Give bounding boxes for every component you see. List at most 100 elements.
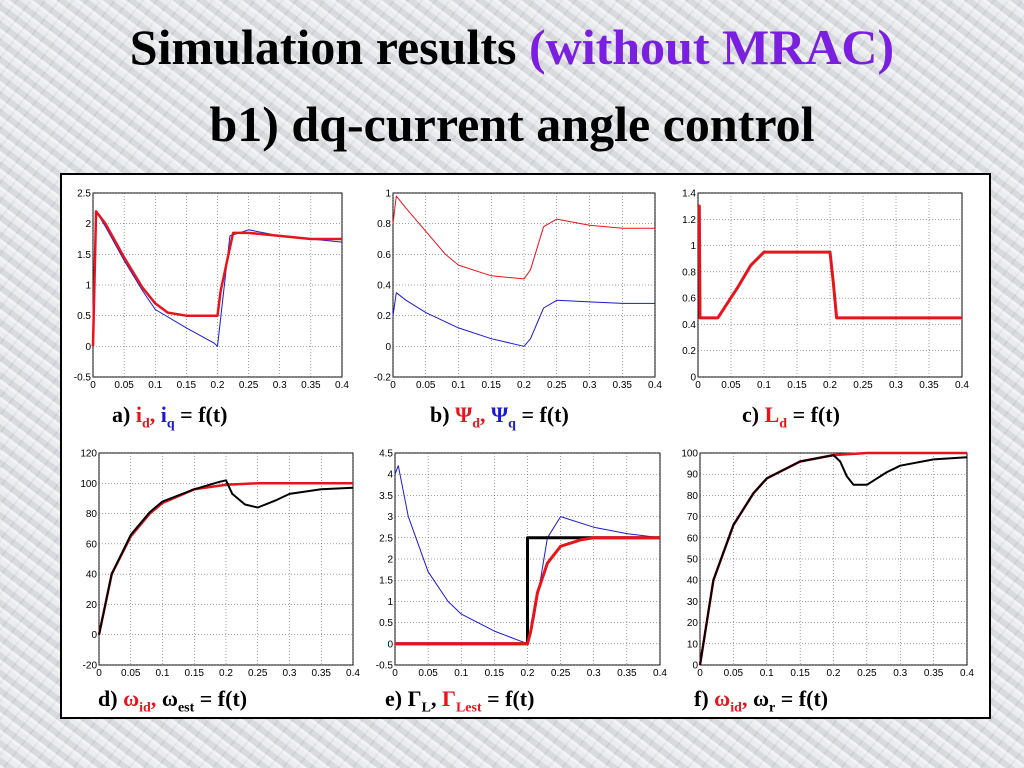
y-tick-label: 0.8 — [377, 219, 391, 230]
x-tick-label: 0.35 — [312, 668, 332, 679]
caption-a: a) id, iq = f(t) — [112, 402, 228, 432]
caption-d: d) ωid, ωest = f(t) — [98, 686, 248, 716]
x-tick-label: 0.35 — [924, 668, 944, 679]
x-tick-label: 0.1 — [454, 668, 468, 679]
y-tick-label: 0.4 — [682, 320, 696, 331]
x-tick-label: 0.2 — [521, 668, 535, 679]
caption-b: b) Ψd, Ψq = f(t) — [430, 402, 569, 432]
y-tick-label: 70 — [687, 512, 699, 523]
series-line-blue — [392, 292, 655, 347]
y-tick-label: 0.6 — [377, 250, 391, 261]
y-tick-label: 2 — [85, 219, 91, 230]
chart-ld: 0 0.05 0.1 0.15 0.2 0.25 0.3 0.35 0.4 0 0.2 0.4 0.6 0… — [682, 189, 969, 392]
title-highlight: (without MRAC) — [528, 19, 895, 75]
x-tick-label: 0.4 — [960, 668, 974, 679]
x-tick-label: 0.3 — [283, 668, 297, 679]
x-tick-label: 0.3 — [273, 380, 287, 391]
x-tick-label: 0.1 — [760, 668, 774, 679]
chart-id-iq: 0 0.05 0.1 0.15 0.2 0.25 0.3 0.35 0.4-0.500.511.… — [74, 189, 350, 392]
y-tick-label: 0.2 — [377, 311, 391, 322]
x-tick-label: 0.25 — [551, 668, 571, 679]
y-tick-label: 2.5 — [379, 533, 393, 544]
x-tick-label: 0.05 — [121, 668, 141, 679]
chart-gamma-l-gamma-lest: 0 0.05 0.1 0.15 0.2 0.25 0.3 0.35 0.4-0.500.511.… — [376, 449, 668, 680]
x-tick-label: 0.4 — [648, 380, 662, 391]
y-tick-label: 0 — [385, 342, 391, 353]
x-tick-label: 0.4 — [346, 668, 360, 679]
y-tick-label: 2.5 — [77, 189, 91, 200]
x-tick-label: 0.05 — [721, 380, 741, 391]
y-tick-label: 0.6 — [682, 294, 696, 305]
x-tick-label: 0.4 — [955, 380, 969, 391]
y-tick-label: 1 — [85, 281, 91, 292]
series-line-black — [699, 454, 968, 666]
x-tick-label: 0 — [390, 380, 396, 391]
y-tick-label: 20 — [687, 618, 699, 629]
x-tick-label: 0.1 — [148, 380, 162, 391]
series-line-black — [98, 479, 354, 635]
y-tick-label: 0.2 — [682, 346, 696, 357]
x-tick-label: 0.2 — [219, 668, 233, 679]
x-tick-label: 0.1 — [757, 380, 771, 391]
x-tick-label: 0.2 — [211, 380, 225, 391]
x-tick-label: 0.2 — [827, 668, 841, 679]
y-tick-label: 2 — [387, 555, 393, 566]
series-line-blue — [394, 465, 661, 645]
x-tick-label: 0.4 — [653, 668, 667, 679]
y-tick-label: 40 — [687, 576, 699, 587]
y-tick-label: -0.5 — [376, 661, 394, 672]
y-tick-label: 0.5 — [77, 311, 91, 322]
x-tick-label: 0.2 — [517, 380, 531, 391]
y-tick-label: 0 — [85, 342, 91, 353]
series-line-red — [392, 195, 655, 280]
y-tick-label: 100 — [681, 449, 698, 460]
x-tick-label: 0.1 — [156, 668, 170, 679]
x-tick-label: 0.3 — [889, 380, 903, 391]
caption-c: c) Ld = f(t) — [742, 402, 840, 432]
y-tick-label: -0.2 — [374, 373, 392, 384]
y-tick-label: 3 — [387, 512, 393, 523]
caption-e: e) ΓL, ΓLest = f(t) — [385, 686, 535, 716]
y-tick-label: 60 — [86, 539, 98, 550]
y-tick-label: 0.5 — [379, 618, 393, 629]
x-tick-label: 0.2 — [823, 380, 837, 391]
x-tick-label: 0.3 — [893, 668, 907, 679]
x-tick-label: 0 — [697, 668, 703, 679]
y-tick-label: 90 — [687, 470, 699, 481]
x-tick-label: 0.15 — [485, 668, 505, 679]
y-tick-label: 0 — [692, 661, 698, 672]
slide-title-line2: b1) dq-current angle control — [209, 96, 815, 152]
y-tick-label: 0 — [690, 373, 696, 384]
y-tick-label: 4 — [387, 470, 393, 481]
y-tick-label: 1.5 — [379, 576, 393, 587]
y-tick-label: 10 — [687, 639, 699, 650]
x-tick-label: 0.05 — [114, 380, 134, 391]
y-tick-label: 1.2 — [682, 215, 696, 226]
y-tick-label: 3.5 — [379, 491, 393, 502]
x-tick-label: 0.1 — [452, 380, 466, 391]
y-tick-label: 1.5 — [77, 250, 91, 261]
x-tick-label: 0 — [90, 380, 96, 391]
y-tick-label: 60 — [687, 533, 699, 544]
y-tick-label: 4.5 — [379, 449, 393, 460]
x-tick-label: 0.05 — [416, 380, 436, 391]
y-tick-label: 50 — [687, 555, 699, 566]
y-tick-label: -20 — [83, 661, 98, 672]
x-tick-label: 0.05 — [418, 668, 438, 679]
x-tick-label: 0 — [695, 380, 701, 391]
y-tick-label: 80 — [687, 491, 699, 502]
chart-omega-id-omega-r: 0 0.05 0.1 0.15 0.2 0.25 0.3 0.35 0.4 0 10 20 30 40 50… — [681, 449, 974, 680]
y-tick-label: -0.5 — [74, 373, 92, 384]
y-tick-label: 0.8 — [682, 267, 696, 278]
series-line-red — [697, 204, 962, 320]
x-tick-label: 0.3 — [587, 668, 601, 679]
x-tick-label: 0.15 — [787, 380, 807, 391]
y-tick-label: 1 — [690, 241, 696, 252]
x-tick-label: 0.25 — [853, 380, 873, 391]
x-tick-label: 0.15 — [482, 380, 502, 391]
y-tick-label: 20 — [86, 600, 98, 611]
x-tick-label: 0.25 — [248, 668, 268, 679]
chart-omega-id-omega-est: 0 0.05 0.1 0.15 0.2 0.25 0.3 0.35 0.4-2002040608… — [80, 449, 360, 680]
x-tick-label: 0.05 — [724, 668, 744, 679]
x-tick-label: 0.15 — [790, 668, 810, 679]
